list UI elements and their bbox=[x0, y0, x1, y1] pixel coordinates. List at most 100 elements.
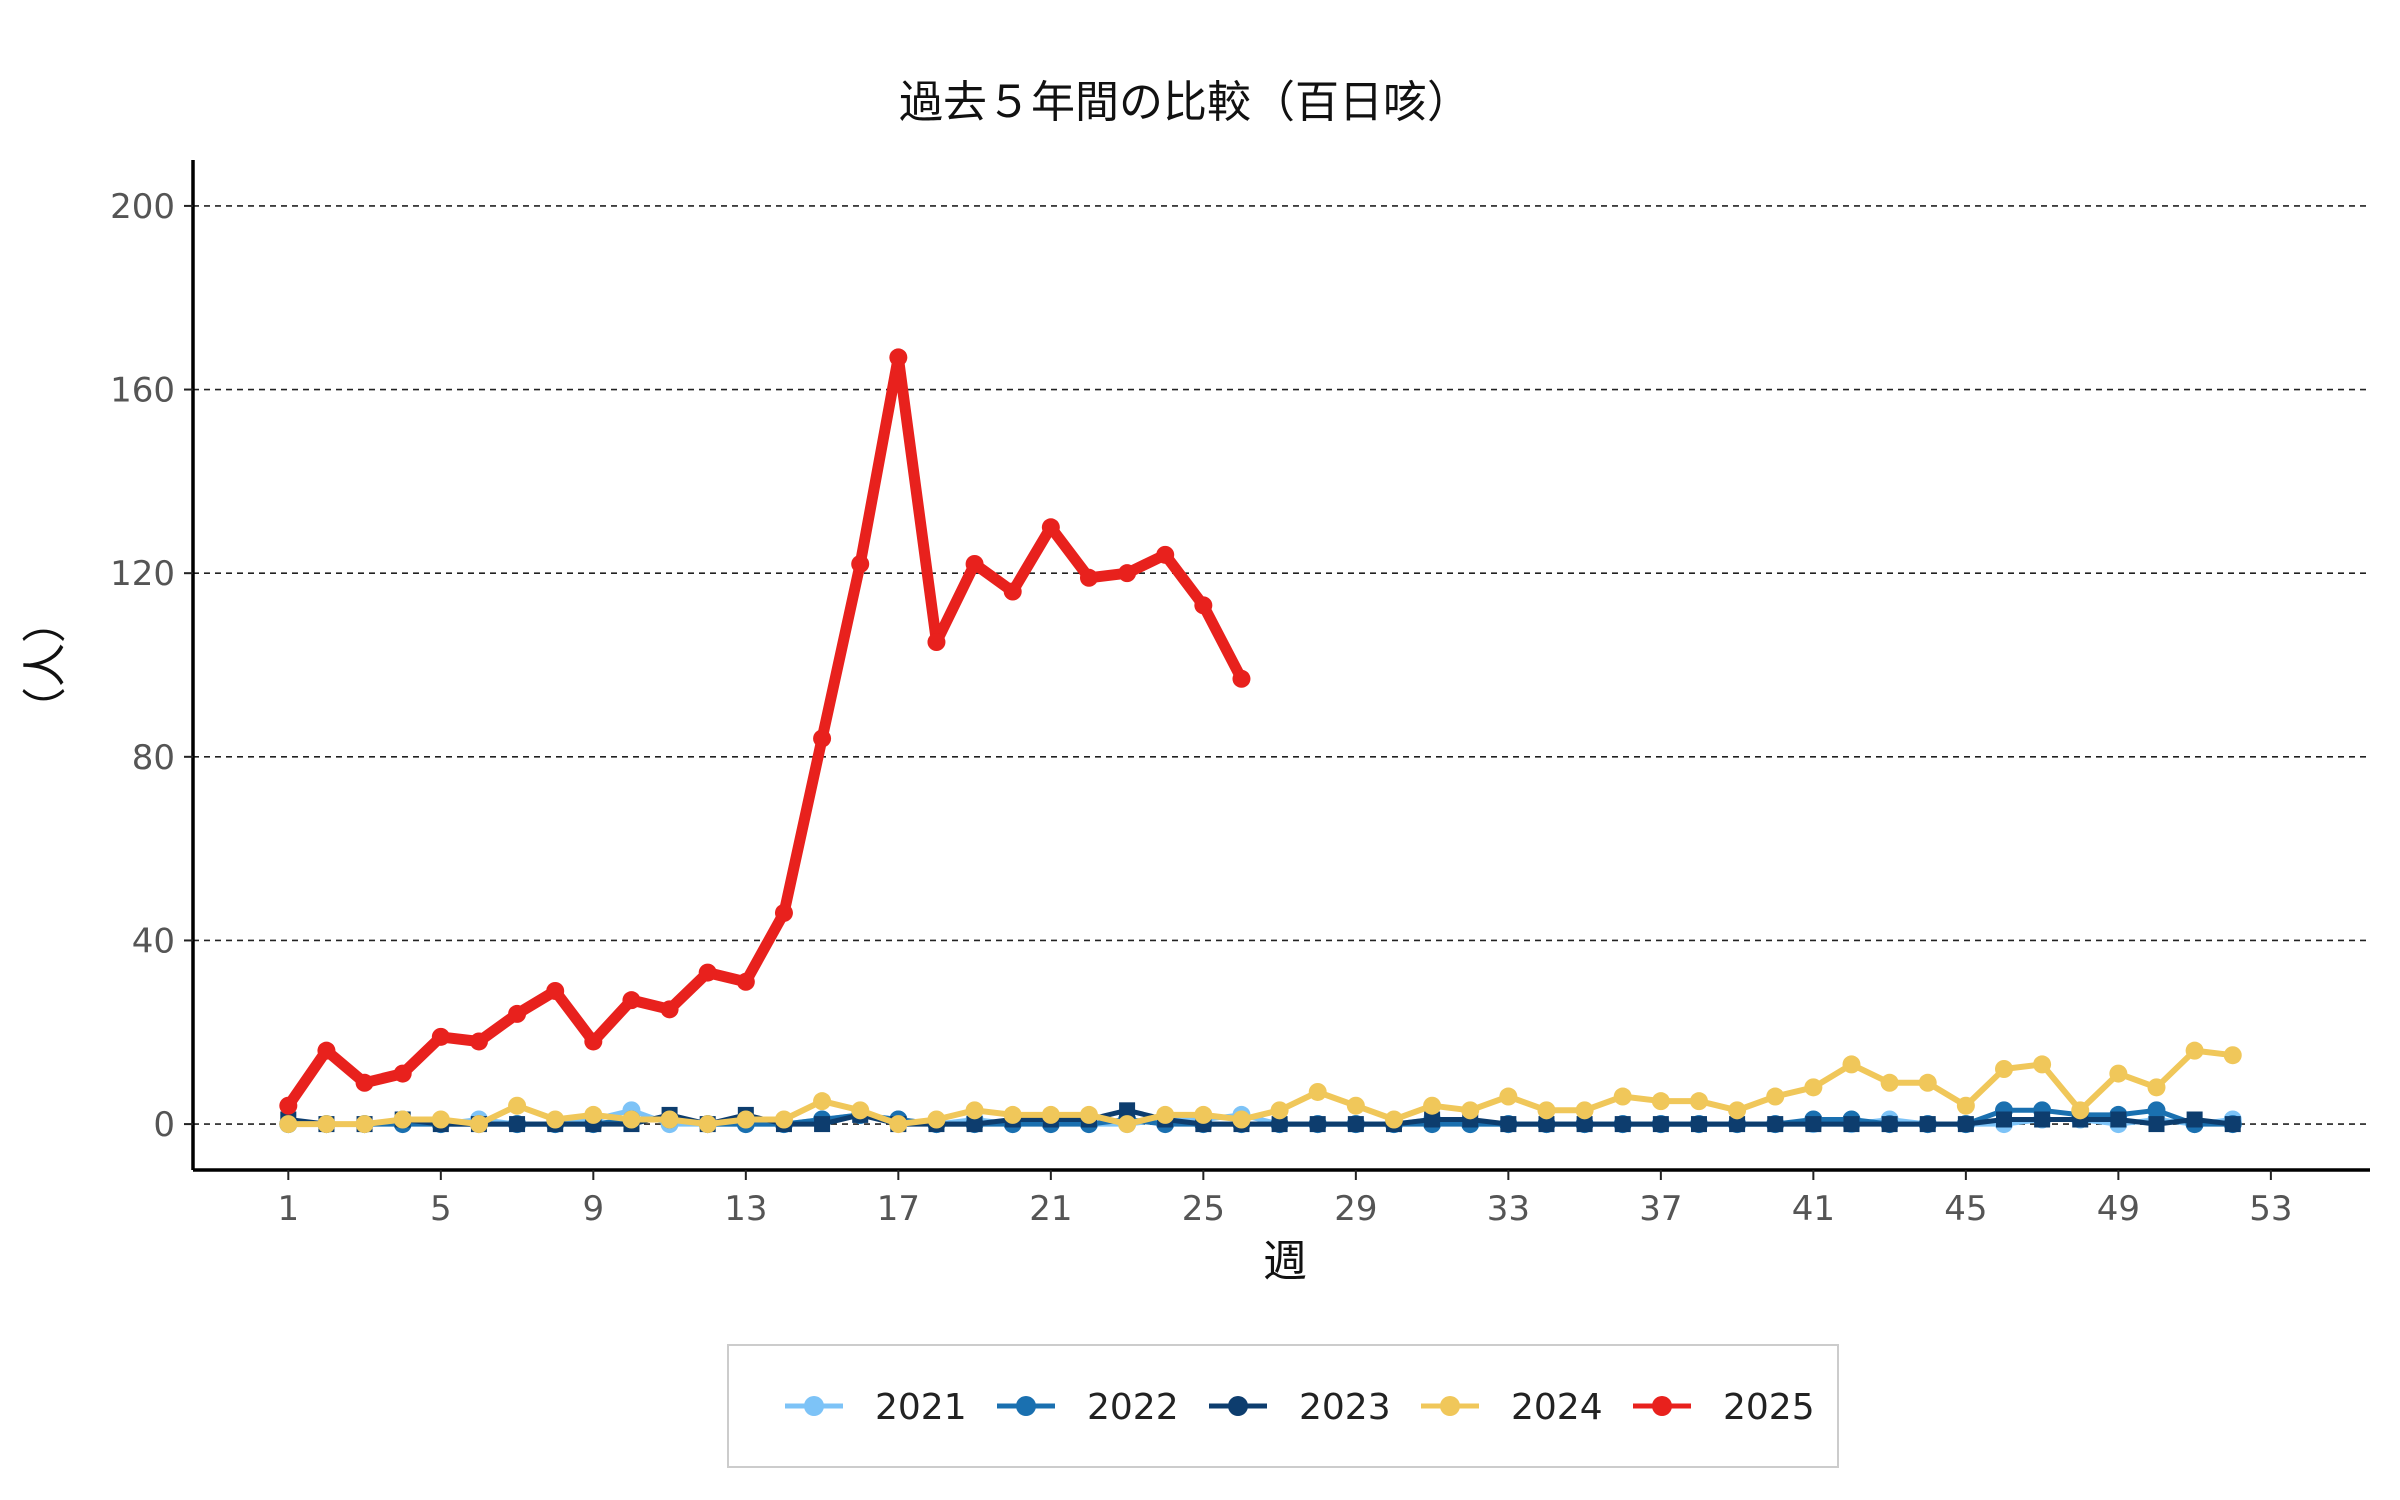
data-point-2023 bbox=[1957, 1116, 1974, 1133]
data-point-2024 bbox=[1728, 1101, 1747, 1120]
data-point-2024 bbox=[1842, 1055, 1861, 1074]
data-point-2025 bbox=[1156, 545, 1175, 564]
series-line-2025 bbox=[282, 351, 1247, 1112]
data-point-2023 bbox=[1843, 1116, 1860, 1133]
data-point-2025 bbox=[1003, 582, 1022, 601]
series-2025 bbox=[279, 348, 1251, 1115]
legend-item-2023: 2023 bbox=[1209, 1387, 1391, 1428]
x-tick-label: 25 bbox=[1182, 1189, 1225, 1229]
legend-item-2021: 2021 bbox=[785, 1387, 967, 1428]
legend-label: 2023 bbox=[1299, 1387, 1391, 1428]
data-point-2024 bbox=[317, 1115, 336, 1134]
data-point-2023 bbox=[2110, 1111, 2127, 1128]
data-point-2024 bbox=[1537, 1101, 1556, 1120]
y-tick-label: 0 bbox=[153, 1105, 175, 1145]
y-axis-title: （人） bbox=[20, 599, 71, 731]
data-point-2024 bbox=[1041, 1105, 1060, 1124]
data-point-2024 bbox=[2185, 1041, 2204, 1060]
data-point-2024 bbox=[2223, 1046, 2242, 1065]
data-point-2024 bbox=[1003, 1105, 1022, 1124]
data-point-2024 bbox=[1880, 1073, 1899, 1092]
data-point-2025 bbox=[393, 1064, 412, 1083]
legend-swatch-marker bbox=[1652, 1396, 1672, 1416]
data-point-2023 bbox=[2148, 1116, 2165, 1133]
data-point-2025 bbox=[889, 348, 908, 367]
data-point-2023 bbox=[1119, 1102, 1136, 1119]
data-point-2024 bbox=[1194, 1105, 1213, 1124]
y-tick-label: 40 bbox=[132, 921, 175, 961]
data-point-2024 bbox=[508, 1096, 527, 1115]
data-point-2025 bbox=[355, 1073, 374, 1092]
data-point-2024 bbox=[1461, 1101, 1480, 1120]
data-point-2023 bbox=[1767, 1116, 1784, 1133]
data-point-2024 bbox=[1079, 1105, 1098, 1124]
y-tick-label: 200 bbox=[110, 187, 175, 227]
x-tick-label: 1 bbox=[277, 1189, 299, 1229]
data-point-2023 bbox=[509, 1116, 526, 1133]
series-2024 bbox=[279, 1041, 2242, 1134]
legend-label: 2022 bbox=[1087, 1387, 1179, 1428]
data-point-2024 bbox=[1575, 1101, 1594, 1120]
data-point-2024 bbox=[965, 1101, 984, 1120]
data-point-2025 bbox=[660, 1000, 679, 1019]
data-point-2024 bbox=[889, 1115, 908, 1134]
data-point-2025 bbox=[927, 633, 946, 652]
y-tick-label: 160 bbox=[110, 371, 175, 411]
x-axis-ticks: 1 5 9 13 17 21 25 29 33 37 41 45 49 53 bbox=[277, 1170, 2293, 1229]
data-point-2024 bbox=[1308, 1082, 1327, 1101]
data-point-2023 bbox=[2034, 1111, 2051, 1128]
data-point-2024 bbox=[1651, 1092, 1670, 1111]
data-point-2025 bbox=[813, 729, 832, 748]
x-tick-label: 29 bbox=[1334, 1189, 1377, 1229]
x-axis-title: 週 bbox=[1263, 1236, 1307, 1287]
data-point-2024 bbox=[546, 1110, 565, 1129]
data-point-2024 bbox=[1918, 1073, 1937, 1092]
data-point-2024 bbox=[736, 1110, 755, 1129]
data-point-2023 bbox=[1729, 1116, 1746, 1133]
data-point-2025 bbox=[965, 555, 984, 573]
data-point-2023 bbox=[1881, 1116, 1898, 1133]
data-point-2025 bbox=[1232, 669, 1251, 688]
data-point-2025 bbox=[774, 903, 793, 922]
data-point-2025 bbox=[279, 1096, 298, 1115]
data-point-2024 bbox=[1384, 1110, 1403, 1129]
legend-item-2022: 2022 bbox=[997, 1387, 1179, 1428]
data-point-2024 bbox=[584, 1105, 603, 1124]
data-point-2023 bbox=[2186, 1111, 2203, 1128]
legend-label: 2024 bbox=[1511, 1387, 1603, 1428]
data-point-2024 bbox=[851, 1101, 870, 1120]
data-point-2023 bbox=[1271, 1116, 1288, 1133]
data-point-2023 bbox=[1995, 1111, 2012, 1128]
legend-label: 2021 bbox=[875, 1387, 967, 1428]
data-point-2023 bbox=[2224, 1116, 2241, 1133]
data-point-2025 bbox=[317, 1041, 336, 1060]
data-point-2024 bbox=[2033, 1055, 2052, 1074]
data-point-2024 bbox=[431, 1110, 450, 1129]
x-tick-label: 9 bbox=[583, 1189, 605, 1229]
data-point-2024 bbox=[279, 1115, 298, 1134]
data-point-2025 bbox=[469, 1032, 488, 1051]
data-point-2024 bbox=[1613, 1087, 1632, 1106]
x-tick-label: 5 bbox=[430, 1189, 452, 1229]
data-point-2024 bbox=[1499, 1087, 1518, 1106]
chart-title: 過去５年間の比較（百日咳） bbox=[899, 77, 1471, 128]
data-point-2022 bbox=[2147, 1101, 2166, 1120]
data-point-2025 bbox=[584, 1032, 603, 1051]
x-tick-label: 49 bbox=[2097, 1189, 2140, 1229]
data-point-2023 bbox=[1347, 1116, 1364, 1133]
y-tick-label: 120 bbox=[110, 554, 175, 594]
data-point-2024 bbox=[1232, 1110, 1251, 1129]
data-point-2024 bbox=[1766, 1087, 1785, 1106]
legend-swatch-marker bbox=[804, 1396, 824, 1416]
y-axis-ticks: 0 40 80 120 160 200 bbox=[110, 187, 193, 1145]
x-tick-label: 21 bbox=[1029, 1189, 1072, 1229]
legend-label: 2025 bbox=[1723, 1387, 1815, 1428]
legend-swatch-marker bbox=[1228, 1396, 1248, 1416]
series-layer bbox=[279, 348, 2242, 1134]
data-point-2024 bbox=[2147, 1078, 2166, 1097]
data-point-2025 bbox=[622, 991, 641, 1010]
data-point-2024 bbox=[622, 1110, 641, 1129]
data-point-2025 bbox=[1194, 596, 1213, 615]
data-point-2024 bbox=[927, 1110, 946, 1129]
